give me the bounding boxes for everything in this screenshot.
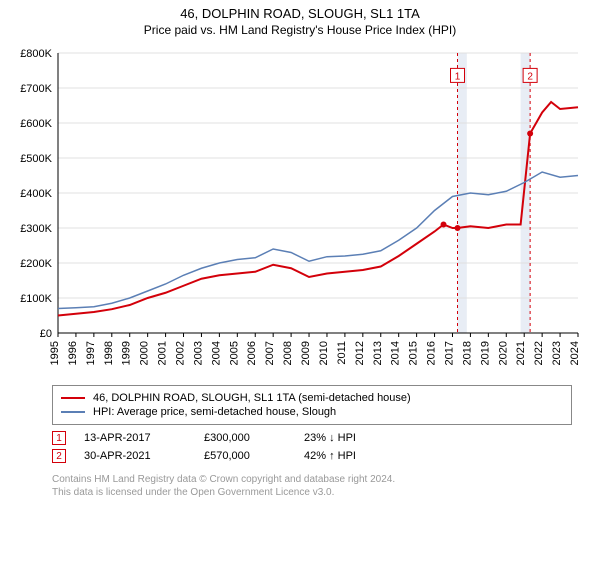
svg-text:2004: 2004 <box>210 341 222 365</box>
svg-text:2020: 2020 <box>497 341 509 365</box>
svg-text:1997: 1997 <box>85 341 97 365</box>
svg-text:2: 2 <box>527 71 533 82</box>
svg-text:£500K: £500K <box>20 153 52 165</box>
svg-text:1995: 1995 <box>49 341 61 365</box>
event-date: 13-APR-2017 <box>84 432 204 444</box>
legend-row: 46, DOLPHIN ROAD, SLOUGH, SL1 1TA (semi-… <box>61 392 563 404</box>
svg-text:1999: 1999 <box>121 341 133 365</box>
svg-text:2021: 2021 <box>515 341 527 365</box>
event-marker: 2 <box>52 449 66 463</box>
svg-text:2005: 2005 <box>228 341 240 365</box>
svg-text:£200K: £200K <box>20 258 52 270</box>
event-price: £570,000 <box>204 450 304 462</box>
svg-text:1: 1 <box>455 71 461 82</box>
svg-text:2015: 2015 <box>408 341 420 365</box>
svg-text:2024: 2024 <box>569 341 581 365</box>
legend-label: 46, DOLPHIN ROAD, SLOUGH, SL1 1TA (semi-… <box>93 392 411 404</box>
event-diff: 42% ↑ HPI <box>304 450 424 462</box>
legend-swatch <box>61 397 85 399</box>
svg-text:£300K: £300K <box>20 223 52 235</box>
svg-text:£400K: £400K <box>20 188 52 200</box>
svg-text:2007: 2007 <box>264 341 276 365</box>
legend: 46, DOLPHIN ROAD, SLOUGH, SL1 1TA (semi-… <box>52 385 572 425</box>
event-date: 30-APR-2021 <box>84 450 204 462</box>
svg-text:2016: 2016 <box>426 341 438 365</box>
svg-text:2000: 2000 <box>139 341 151 365</box>
svg-text:£100K: £100K <box>20 293 52 305</box>
legend-swatch <box>61 411 85 413</box>
svg-text:2022: 2022 <box>533 341 545 365</box>
event-row: 2 30-APR-2021£570,00042% ↑ HPI <box>52 449 572 463</box>
svg-text:1998: 1998 <box>103 341 115 365</box>
svg-text:2014: 2014 <box>390 341 402 365</box>
svg-text:2019: 2019 <box>479 341 491 365</box>
price-chart: £0 £100K £200K £300K £400K £500K £600K £700K £80… <box>10 43 590 373</box>
footer-line-2: This data is licensed under the Open Gov… <box>52 486 590 499</box>
svg-text:£0: £0 <box>40 328 52 340</box>
svg-text:2010: 2010 <box>318 341 330 365</box>
page-title: 46, DOLPHIN ROAD, SLOUGH, SL1 1TA <box>0 6 600 21</box>
svg-text:2006: 2006 <box>246 341 258 365</box>
svg-text:£800K: £800K <box>20 48 52 60</box>
page-subtitle: Price paid vs. HM Land Registry's House … <box>0 23 600 37</box>
svg-text:2012: 2012 <box>354 341 366 365</box>
svg-text:2002: 2002 <box>175 341 187 365</box>
legend-label: HPI: Average price, semi-detached house,… <box>93 406 336 418</box>
svg-text:£600K: £600K <box>20 118 52 130</box>
svg-text:2011: 2011 <box>336 341 348 365</box>
event-diff: 23% ↓ HPI <box>304 432 424 444</box>
svg-text:2013: 2013 <box>372 341 384 365</box>
svg-text:2017: 2017 <box>443 341 455 365</box>
svg-text:1996: 1996 <box>67 341 79 365</box>
event-table: 1 13-APR-2017£300,00023% ↓ HPI 2 30-APR-202… <box>52 431 572 463</box>
event-marker: 1 <box>52 431 66 445</box>
footer-attribution: Contains HM Land Registry data © Crown c… <box>52 473 590 499</box>
legend-row: HPI: Average price, semi-detached house,… <box>61 406 563 418</box>
svg-text:£700K: £700K <box>20 83 52 95</box>
svg-text:2008: 2008 <box>282 341 294 365</box>
svg-text:2001: 2001 <box>157 341 169 365</box>
svg-text:2018: 2018 <box>461 341 473 365</box>
svg-text:2003: 2003 <box>192 341 204 365</box>
svg-text:2023: 2023 <box>551 341 563 365</box>
svg-text:2009: 2009 <box>300 341 312 365</box>
event-row: 1 13-APR-2017£300,00023% ↓ HPI <box>52 431 572 445</box>
event-price: £300,000 <box>204 432 304 444</box>
footer-line-1: Contains HM Land Registry data © Crown c… <box>52 473 590 486</box>
